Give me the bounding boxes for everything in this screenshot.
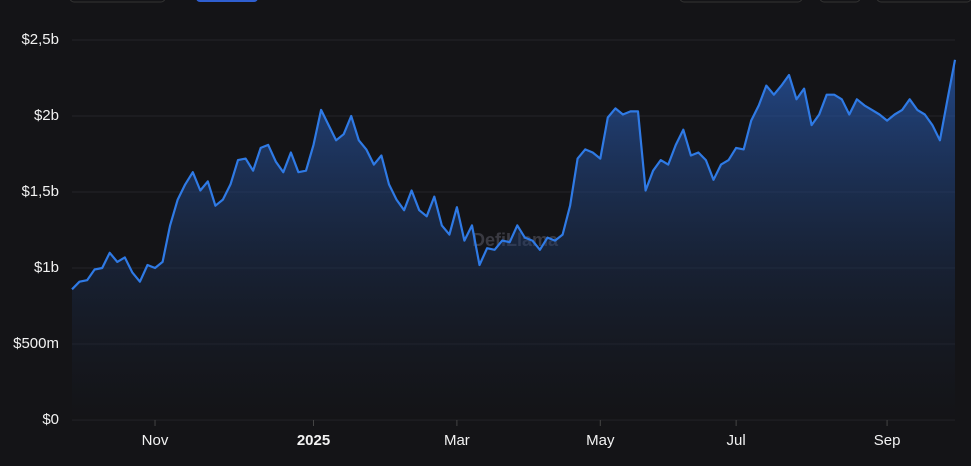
y-tick-label: $0	[42, 411, 59, 428]
x-tick-label: Mar	[444, 432, 470, 449]
y-tick-label: $500m	[13, 335, 59, 352]
toolbar-button[interactable]	[69, 0, 166, 3]
y-tick-label: $1,5b	[21, 183, 59, 200]
toolbar-button[interactable]	[876, 0, 971, 3]
y-tick-label: $2b	[34, 107, 59, 124]
x-tick-label: 2025	[297, 432, 330, 449]
y-tick-label: $1b	[34, 259, 59, 276]
line	[71, 59, 957, 291]
x-tick-label: Jul	[727, 432, 746, 449]
toolbar-button[interactable]	[679, 0, 803, 3]
toolbar-button[interactable]	[196, 0, 258, 2]
toolbar-button[interactable]	[819, 0, 861, 3]
x-tick-label: Nov	[142, 432, 169, 449]
y-tick-label: $2,5b	[21, 31, 59, 48]
area	[72, 59, 955, 421]
x-tick-label: May	[586, 432, 615, 449]
x-tick-label: Sep	[874, 432, 901, 449]
